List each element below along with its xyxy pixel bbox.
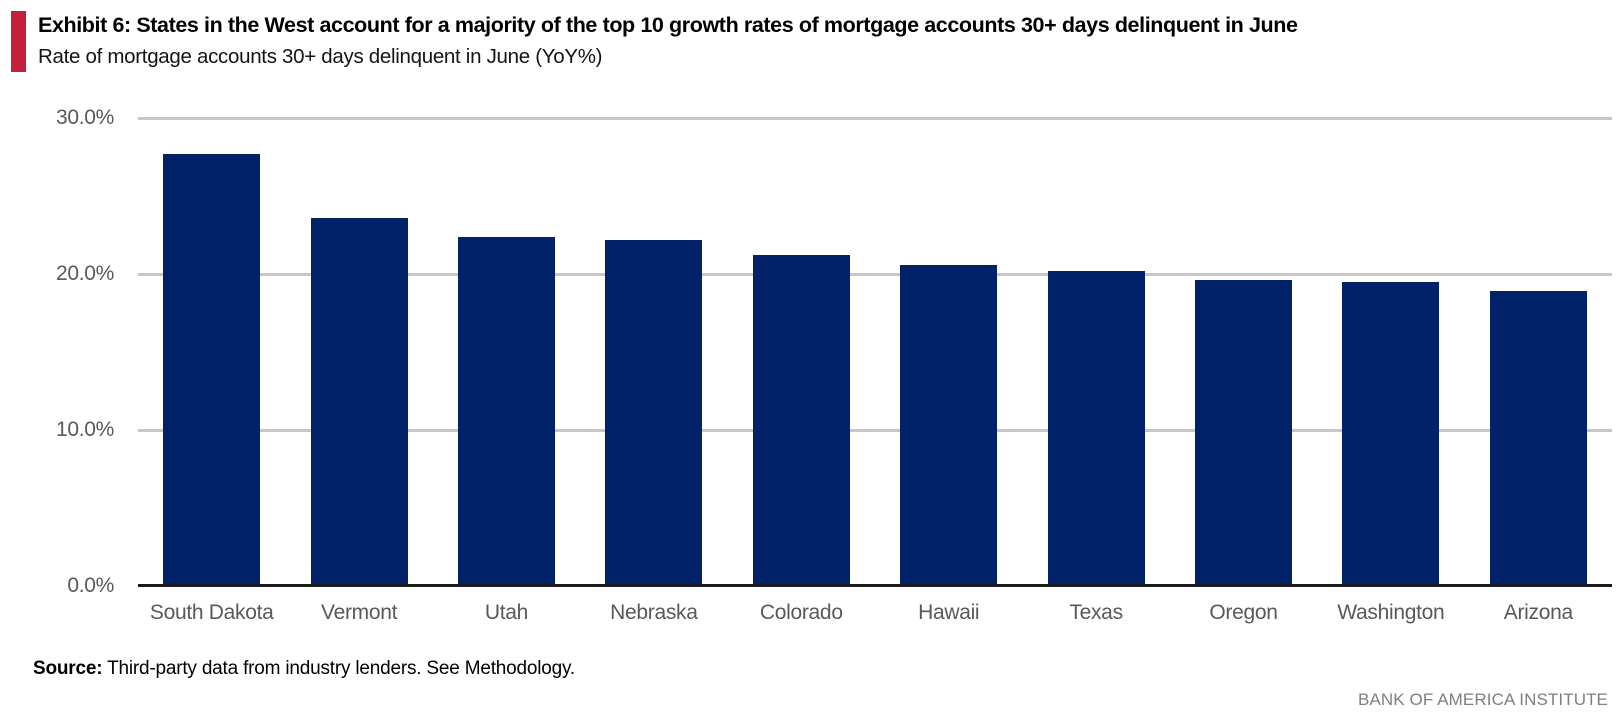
x-tick-label-colorado: Colorado [759, 601, 843, 624]
bar-hawaii [900, 264, 998, 586]
plot-area [138, 116, 1612, 587]
x-tick-label-arizona: Arizona [1503, 601, 1573, 624]
x-tick-label-washington: Washington [1337, 601, 1445, 624]
gridline-30 [138, 116, 1612, 120]
x-axis-line [138, 584, 1612, 587]
bar-arizona [1489, 291, 1587, 586]
chart-subtitle: Rate of mortgage accounts 30+ days delin… [38, 45, 603, 68]
exhibit-accent-bar [11, 11, 26, 72]
bar-south-dakota [163, 153, 261, 586]
y-tick-label: 20.0% [55, 262, 114, 285]
x-tick-label-hawaii: Hawaii [918, 601, 980, 624]
gridline-20 [138, 272, 1612, 276]
gridline-10 [138, 428, 1612, 432]
source-label: Source: [33, 658, 103, 679]
x-axis: South Dakota Vermont Utah Nebraska Colorado H… [138, 601, 1612, 631]
bar-texas [1047, 270, 1145, 586]
x-tick-label-south-dakota: South Dakota [149, 601, 274, 624]
y-tick-label: 0.0% [67, 574, 114, 597]
bar-washington [1342, 281, 1440, 586]
bar-nebraska [605, 239, 703, 586]
bar-colorado [752, 255, 850, 586]
bar-vermont [310, 217, 408, 586]
x-tick-label-nebraska: Nebraska [610, 601, 698, 624]
x-tick-label-utah: Utah [484, 601, 529, 624]
bar-oregon [1195, 280, 1292, 586]
bar-utah [458, 236, 555, 586]
x-tick-label-texas: Texas [1069, 601, 1123, 624]
institute-branding: BANK OF AMERICA INSTITUTE [1358, 690, 1608, 709]
y-axis: 0.0% 10.0% 20.0% 30.0% [0, 0, 114, 718]
x-tick-label-oregon: Oregon [1209, 601, 1278, 624]
exhibit-title: Exhibit 6: States in the West account fo… [38, 13, 1298, 37]
source-note: Source: Third-party data from industry l… [33, 658, 575, 680]
x-tick-label-vermont: Vermont [321, 601, 398, 624]
y-tick-label: 30.0% [55, 106, 114, 129]
source-text: Third-party data from industry lenders. … [102, 658, 575, 679]
y-tick-label: 10.0% [55, 418, 114, 441]
